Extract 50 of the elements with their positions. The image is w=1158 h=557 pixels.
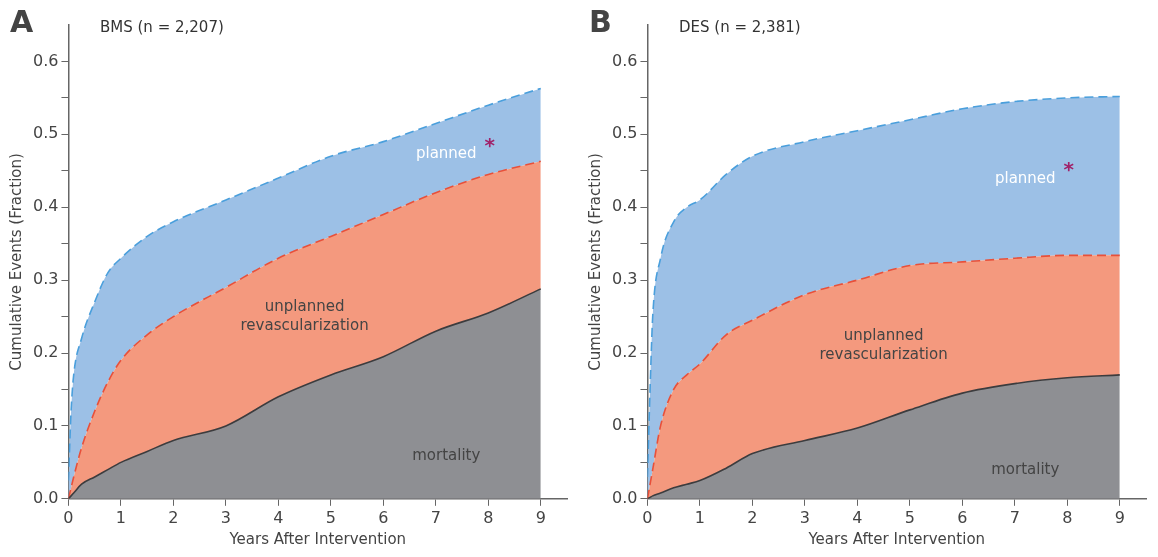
- x-tick-label: 8: [483, 507, 494, 527]
- y-tick-label: 0.0: [611, 487, 638, 507]
- series-label: mortality: [991, 459, 1060, 478]
- annotation: *: [484, 132, 496, 157]
- y-tick-label: 0.6: [611, 50, 638, 70]
- x-tick-label: 1: [115, 507, 127, 527]
- chart-title: A: [10, 4, 34, 39]
- x-tick-label: 7: [1009, 507, 1020, 527]
- x-tick-label: 3: [799, 507, 810, 527]
- y-tick-label: 0.3: [32, 269, 59, 289]
- x-tick-label: 1: [694, 507, 706, 527]
- x-axis-title: Years After Intervention: [807, 529, 986, 548]
- y-tick-label: 0.3: [611, 269, 638, 289]
- y-tick-label: 0.2: [611, 342, 638, 362]
- x-tick-label: 2: [168, 507, 179, 527]
- x-tick-label: 4: [273, 507, 284, 527]
- x-tick-label: 9: [1114, 507, 1125, 527]
- y-axis-title: Cumulative Events (Fraction): [585, 153, 604, 371]
- series-label: planned: [415, 144, 477, 163]
- y-tick-label: 0.0: [32, 487, 59, 507]
- y-tick-label: 0.4: [32, 196, 59, 216]
- y-axis-title: Cumulative Events (Fraction): [6, 153, 25, 371]
- series-label: mortality: [412, 445, 481, 464]
- series-label: unplanned revascularization: [240, 296, 369, 334]
- x-tick-label: 9: [535, 507, 546, 527]
- series-label: unplanned revascularization: [819, 326, 948, 364]
- y-tick-label: 0.1: [32, 415, 59, 435]
- y-tick-label: 0.5: [32, 123, 59, 143]
- chart-subtitle: DES (n = 2,381): [679, 18, 801, 36]
- x-tick-label: 3: [220, 507, 231, 527]
- x-axis-title: Years After Intervention: [228, 529, 407, 548]
- x-tick-label: 6: [378, 507, 389, 527]
- chart-subtitle: BMS (n = 2,207): [100, 18, 224, 36]
- series-label: planned: [994, 169, 1056, 188]
- x-tick-label: 5: [325, 507, 336, 527]
- chart-title: B: [589, 4, 612, 39]
- annotation: *: [1063, 157, 1075, 182]
- y-tick-label: 0.1: [611, 415, 638, 435]
- x-tick-label: 4: [852, 507, 863, 527]
- x-tick-label: 0: [63, 507, 74, 527]
- x-tick-label: 6: [957, 507, 968, 527]
- x-tick-label: 8: [1062, 507, 1073, 527]
- x-tick-label: 0: [642, 507, 653, 527]
- y-tick-label: 0.5: [611, 123, 638, 143]
- y-tick-label: 0.6: [32, 50, 59, 70]
- y-tick-label: 0.4: [611, 196, 638, 216]
- x-tick-label: 5: [904, 507, 915, 527]
- x-tick-label: 7: [430, 507, 441, 527]
- x-tick-label: 2: [747, 507, 758, 527]
- y-tick-label: 0.2: [32, 342, 59, 362]
